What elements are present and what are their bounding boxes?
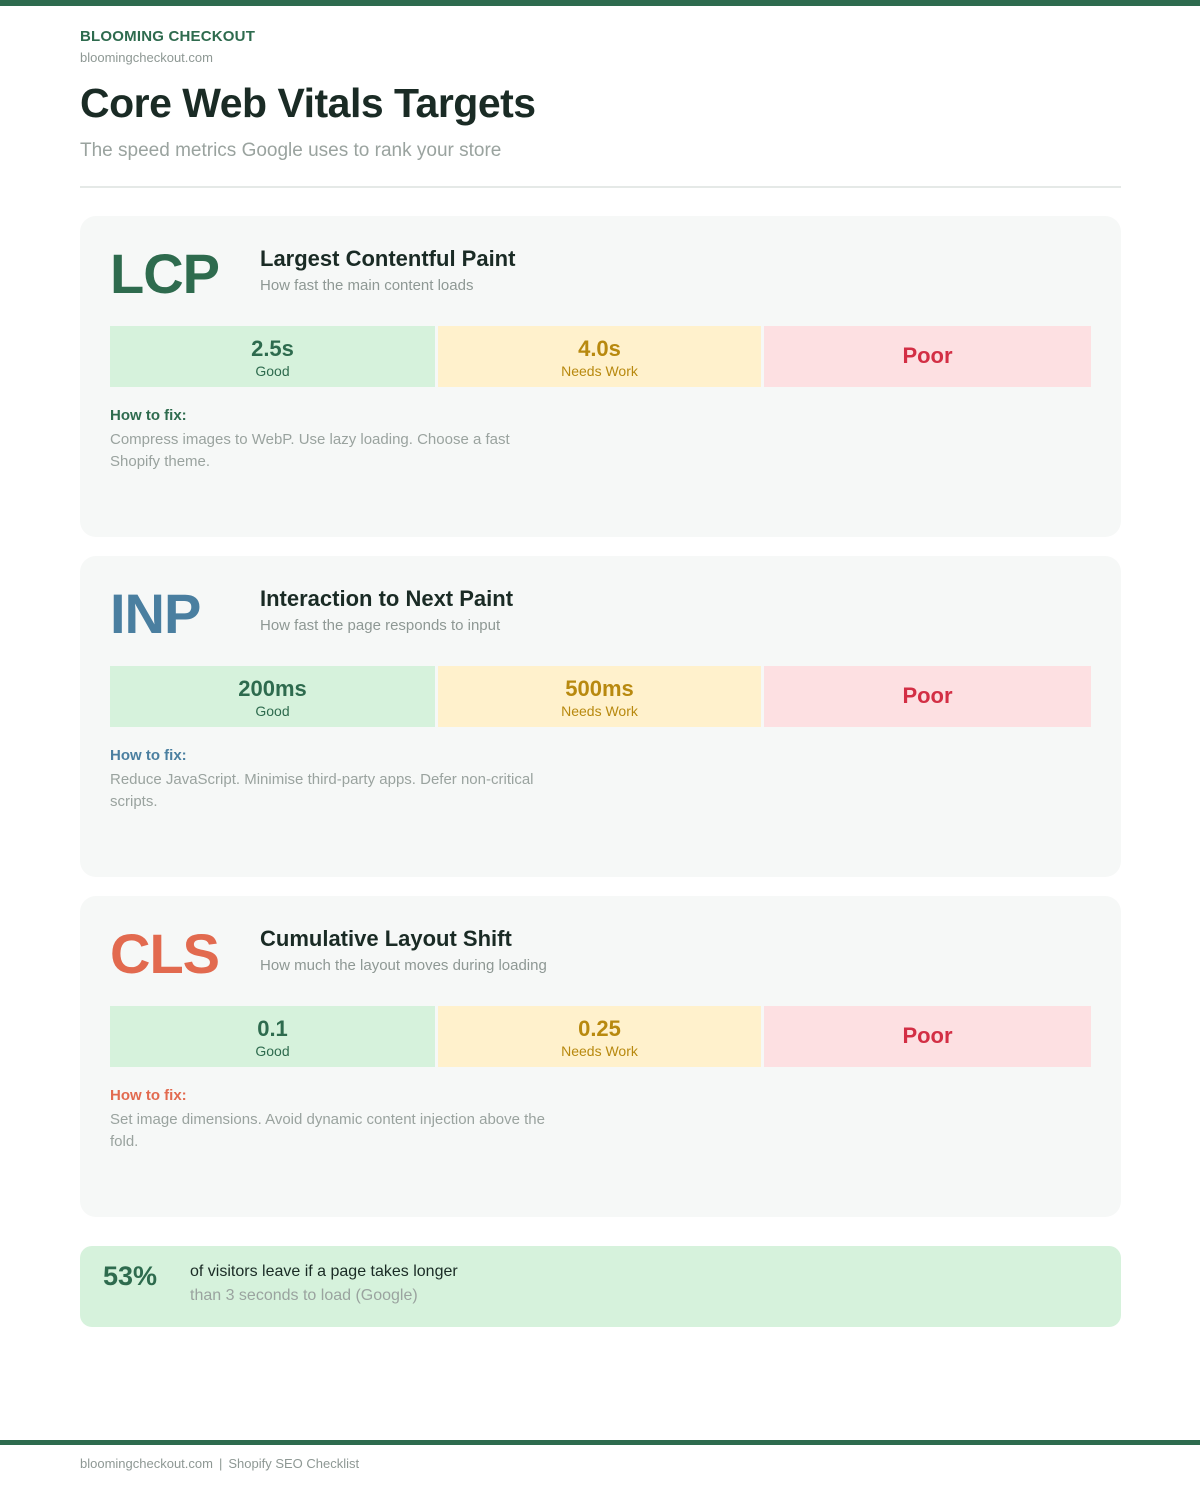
threshold-needs-work-value: 0.25: [578, 1016, 621, 1041]
brand-domain: bloomingcheckout.com: [80, 50, 213, 65]
footer-label: Shopify SEO Checklist: [228, 1456, 360, 1471]
page-subtitle: The speed metrics Google uses to rank yo…: [80, 140, 502, 161]
fix-heading: How to fix:: [110, 1087, 187, 1104]
threshold-poor-label: Poor: [902, 343, 953, 368]
threshold-needs-work: 4.0s Needs Work: [438, 326, 761, 387]
threshold-needs-work-label: Needs Work: [561, 1043, 638, 1059]
metric-card-lcp: LCP Largest Contentful Paint How fast th…: [80, 216, 1121, 537]
threshold-needs-work-value: 500ms: [565, 676, 634, 701]
header-divider: [80, 186, 1121, 188]
fix-text: Compress images to WebP. Use lazy loadin…: [110, 431, 510, 470]
threshold-good: 0.1 Good: [110, 1006, 435, 1067]
fix-heading: How to fix:: [110, 747, 187, 764]
stat-text-line-1: of visitors leave if a page takes longer: [190, 1263, 458, 1280]
brand-name: BLOOMING CHECKOUT: [80, 28, 256, 45]
metric-name: Largest Contentful Paint: [260, 246, 516, 271]
threshold-good: 2.5s Good: [110, 326, 435, 387]
footer: bloomingcheckout.com | Shopify SEO Checkli…: [80, 1456, 359, 1471]
metric-name: Cumulative Layout Shift: [260, 926, 512, 951]
threshold-good-label: Good: [255, 1043, 290, 1059]
threshold-poor-label: Poor: [902, 1023, 953, 1048]
metric-description: How fast the page responds to input: [260, 617, 501, 634]
threshold-poor: Poor: [764, 1006, 1091, 1067]
threshold-good-value: 200ms: [238, 676, 307, 701]
threshold-poor: Poor: [764, 326, 1091, 387]
metric-description: How fast the main content loads: [260, 277, 474, 294]
threshold-needs-work: 0.25 Needs Work: [438, 1006, 761, 1067]
fix-text: Set image dimensions. Avoid dynamic cont…: [110, 1111, 545, 1150]
threshold-needs-work-value: 4.0s: [578, 336, 621, 361]
metric-abbreviation: INP: [110, 582, 201, 645]
fix-heading: How to fix:: [110, 407, 187, 424]
footer-separator: |: [218, 1456, 223, 1471]
stat-text-line-2: than 3 seconds to load (Google): [190, 1287, 418, 1304]
threshold-good-value: 0.1: [257, 1016, 288, 1041]
metric-description: How much the layout moves during loading: [260, 957, 547, 974]
threshold-good: 200ms Good: [110, 666, 435, 727]
metric-abbreviation: LCP: [110, 242, 220, 305]
threshold-poor-label: Poor: [902, 683, 953, 708]
threshold-good-value: 2.5s: [251, 336, 294, 361]
stat-value: 53%: [103, 1261, 158, 1291]
stat-callout: 53% of visitors leave if a page takes lo…: [80, 1246, 1121, 1327]
metric-card-cls: CLS Cumulative Layout Shift How much the…: [80, 896, 1121, 1217]
threshold-needs-work-label: Needs Work: [561, 363, 638, 379]
threshold-needs-work-label: Needs Work: [561, 703, 638, 719]
metric-abbreviation: CLS: [110, 922, 220, 985]
threshold-needs-work: 500ms Needs Work: [438, 666, 761, 727]
metric-name: Interaction to Next Paint: [260, 586, 514, 611]
fix-text: Reduce JavaScript. Minimise third-party …: [110, 771, 534, 810]
threshold-good-label: Good: [255, 363, 290, 379]
top-accent-bar: [0, 0, 1200, 6]
threshold-poor: Poor: [764, 666, 1091, 727]
footer-domain: bloomingcheckout.com: [80, 1456, 213, 1471]
threshold-good-label: Good: [255, 703, 290, 719]
page-title: Core Web Vitals Targets: [80, 80, 536, 126]
bottom-accent-bar: [0, 1440, 1200, 1445]
metric-card-inp: INP Interaction to Next Paint How fast t…: [80, 556, 1121, 877]
